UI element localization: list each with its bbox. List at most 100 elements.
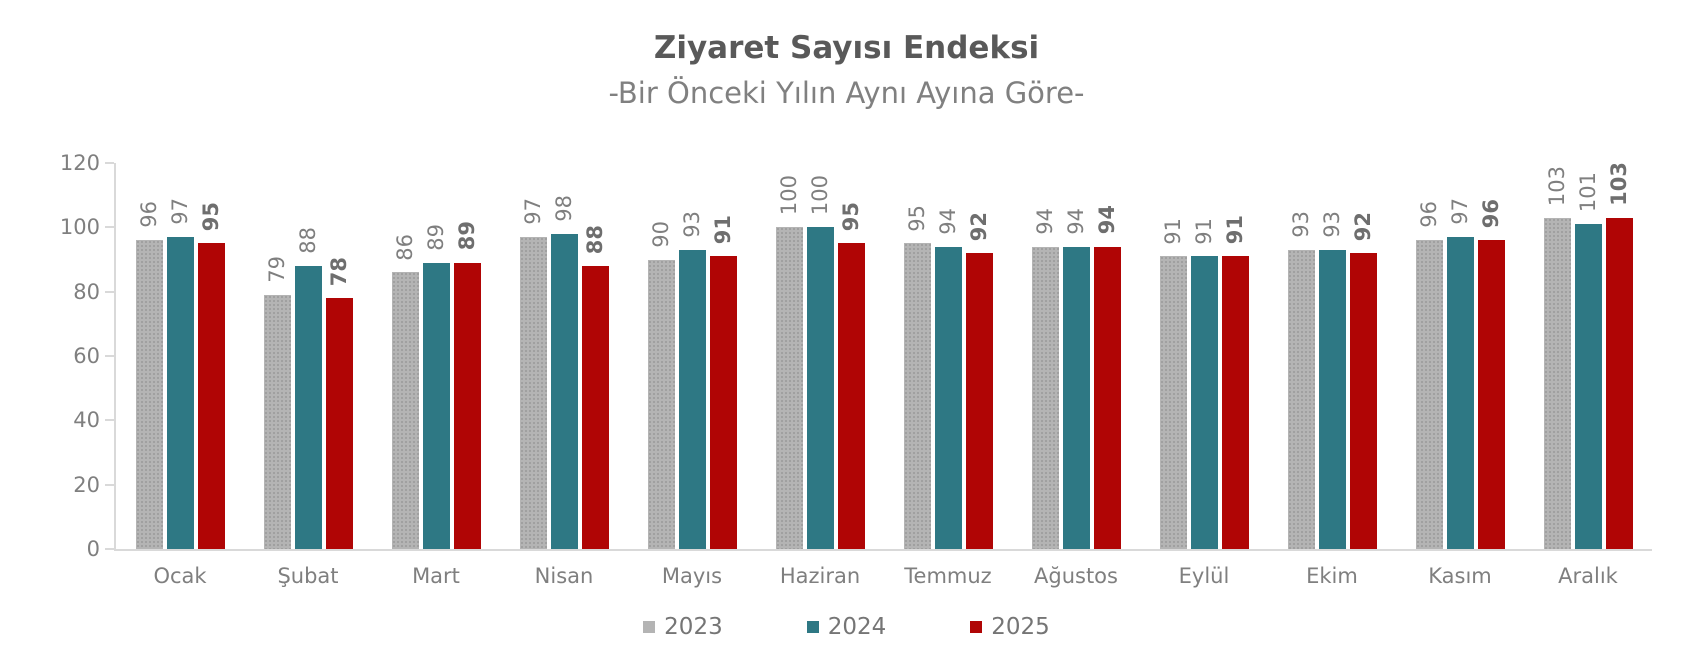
category-group-nisan: 97 98 88 Nisan (500, 163, 628, 588)
y-tick-100 (105, 226, 114, 229)
legend-label-2025: 2025 (991, 614, 1050, 640)
bar-2024-eylül (1190, 256, 1218, 549)
bar-label-2025-temmuz: 92 (967, 211, 991, 242)
bar-label-2025-kasım: 96 (1479, 198, 1503, 229)
x-tick-label-ağustos: Ağustos (1034, 564, 1118, 588)
category-group-kasım: 96 97 96 Kasım (1396, 163, 1524, 588)
x-tick-label-kasım: Kasım (1428, 564, 1492, 588)
bar-2024-ocak (166, 236, 194, 549)
bar-label-2025-mayıs: 91 (711, 215, 735, 245)
y-tick-label-0: 0 (86, 537, 100, 561)
bar-2024-ağustos (1062, 246, 1090, 549)
bar-2024-haziran (806, 227, 834, 549)
bar-label-2024-ağustos: 94 (1064, 207, 1088, 235)
bar-2024-nisan (550, 233, 578, 549)
legend-label-2023: 2023 (664, 614, 723, 640)
chart-subtitle: -Bir Önceki Yılın Aynı Ayına Göre- (608, 76, 1085, 110)
bar-2023-ocak (135, 240, 163, 549)
bar-2023-eylül (1159, 256, 1187, 549)
category-group-ekim: 93 93 92 Ekim (1268, 163, 1396, 588)
bar-2025-eylül (1221, 256, 1249, 549)
bar-label-2024-nisan: 98 (552, 195, 576, 222)
y-tick-label-120: 120 (59, 151, 100, 175)
bar-label-2024-kasım: 97 (1448, 198, 1472, 225)
bar-2025-nisan (581, 265, 609, 549)
bar-label-2023-eylül: 91 (1161, 217, 1185, 245)
x-tick-label-haziran: Haziran (779, 564, 861, 588)
y-tick-label-80: 80 (73, 279, 100, 304)
category-group-ocak: 96 97 95 Ocak (116, 163, 244, 588)
legend-swatch-2024 (806, 621, 819, 633)
bar-2023-aralık (1543, 217, 1571, 549)
bar-2025-kasım (1477, 240, 1505, 549)
bar-label-2025-ağustos: 94 (1095, 205, 1119, 235)
bar-label-2023-şubat: 79 (265, 256, 289, 283)
bar-label-2024-temmuz: 94 (936, 207, 960, 235)
x-tick-label-nisan: Nisan (534, 564, 594, 588)
bar-label-2025-ekim: 92 (1351, 211, 1375, 242)
bar-label-2025-mart: 89 (455, 221, 479, 251)
bar-2024-temmuz (934, 246, 962, 549)
bar-2023-mart (391, 272, 419, 549)
legend-swatch-2025 (970, 621, 983, 633)
bar-label-2023-mart: 86 (393, 233, 417, 261)
bar-2023-kasım (1415, 240, 1443, 549)
bar-label-2024-şubat: 88 (296, 227, 320, 254)
bar-label-2023-mayıs: 90 (649, 220, 673, 248)
y-tick-120 (105, 162, 114, 164)
bar-2023-haziran (775, 227, 803, 549)
bar-label-2024-mart: 89 (424, 223, 448, 251)
category-group-eylül: 91 91 91 Eylül (1140, 163, 1268, 588)
bar-2024-ekim (1318, 249, 1346, 549)
category-group-şubat: 79 88 78 Şubat (244, 163, 372, 588)
bar-2025-ekim (1349, 253, 1377, 549)
x-tick-label-mart: Mart (412, 564, 460, 588)
category-group-haziran: 100 100 95 Haziran (756, 163, 884, 588)
x-tick-label-eylül: Eylül (1178, 564, 1230, 588)
bar-label-2023-kasım: 96 (1417, 201, 1441, 229)
bar-label-2023-aralık: 103 (1545, 165, 1569, 206)
bar-2024-kasım (1446, 236, 1474, 549)
x-tick-label-ocak: Ocak (153, 564, 207, 588)
legend-label-2024: 2024 (827, 614, 887, 640)
bar-label-2025-aralık: 103 (1607, 161, 1631, 206)
x-tick-label-şubat: Şubat (277, 564, 339, 588)
legend-swatch-2023 (643, 621, 656, 633)
y-tick-label-20: 20 (73, 472, 100, 497)
x-tick-label-ekim: Ekim (1306, 564, 1358, 588)
bar-2025-ağustos (1093, 246, 1121, 549)
bar-2025-aralık (1605, 217, 1633, 549)
bar-label-2025-şubat: 78 (327, 256, 351, 287)
x-tick-label-mayıs: Mayıs (661, 564, 723, 588)
y-tick-80 (105, 290, 114, 293)
chart-title: Ziyaret Sayısı Endeksi (653, 30, 1040, 66)
category-group-aralık: 103 101 103 Aralık (1524, 161, 1652, 588)
bar-2024-şubat (294, 265, 322, 549)
y-tick-60 (105, 355, 114, 357)
legend-item-2025: 2025 (970, 614, 1050, 640)
bar-label-2025-nisan: 88 (583, 224, 607, 254)
bar-label-2024-aralık: 101 (1576, 172, 1600, 213)
bar-label-2023-nisan: 97 (521, 198, 545, 225)
y-tick-label-40: 40 (73, 408, 100, 433)
y-tick-20 (105, 483, 114, 486)
bar-label-2024-eylül: 91 (1192, 217, 1216, 245)
bar-2023-nisan (519, 236, 547, 549)
plot-area: 0 20 40 60 80 100 120 96 97 95 Ocak 79 88 78 Şubat 86 8… (60, 151, 1652, 588)
category-group-temmuz: 95 94 92 Temmuz (884, 163, 1012, 588)
bar-2024-mayıs (678, 249, 706, 549)
x-tick-label-aralık: Aralık (1558, 564, 1618, 588)
bar-2023-temmuz (903, 243, 931, 549)
category-group-mart: 86 89 89 Mart (372, 163, 500, 588)
bar-2024-aralık (1574, 224, 1602, 549)
bar-label-2023-haziran: 100 (777, 175, 801, 216)
bar-label-2023-ekim: 93 (1289, 211, 1313, 238)
bar-label-2024-mayıs: 93 (680, 211, 704, 238)
y-tick-label-100: 100 (59, 215, 100, 240)
bar-label-2025-eylül: 91 (1223, 215, 1247, 245)
bar-label-2024-haziran: 100 (808, 175, 832, 216)
legend: 2023 2024 2025 (0, 614, 1693, 640)
bar-2025-mayıs (709, 256, 737, 549)
y-tick-0 (105, 548, 114, 550)
